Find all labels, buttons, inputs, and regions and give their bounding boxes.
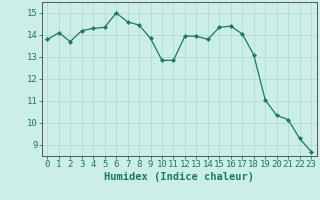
X-axis label: Humidex (Indice chaleur): Humidex (Indice chaleur) <box>104 172 254 182</box>
